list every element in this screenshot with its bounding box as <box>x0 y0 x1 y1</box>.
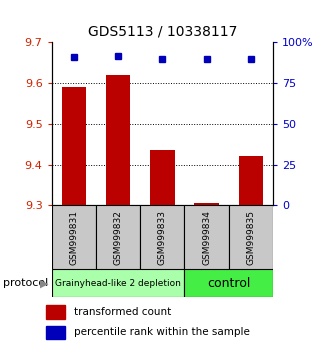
Bar <box>239 156 263 205</box>
Bar <box>150 150 174 205</box>
Text: GSM999833: GSM999833 <box>158 210 167 265</box>
Text: percentile rank within the sample: percentile rank within the sample <box>74 327 250 337</box>
Text: GSM999831: GSM999831 <box>69 210 78 265</box>
Bar <box>96 205 140 269</box>
Text: Grainyhead-like 2 depletion: Grainyhead-like 2 depletion <box>55 279 181 288</box>
Bar <box>106 75 130 205</box>
Text: transformed count: transformed count <box>74 307 171 317</box>
Bar <box>194 203 219 205</box>
Text: protocol: protocol <box>3 278 49 288</box>
Bar <box>184 205 229 269</box>
Text: GSM999835: GSM999835 <box>246 210 255 265</box>
Bar <box>140 205 184 269</box>
Text: ▶: ▶ <box>40 278 48 288</box>
Text: GSM999832: GSM999832 <box>114 210 123 265</box>
Bar <box>52 269 184 297</box>
Text: GSM999834: GSM999834 <box>202 210 211 265</box>
Bar <box>229 205 273 269</box>
Bar <box>184 269 273 297</box>
Bar <box>46 326 65 339</box>
Bar <box>52 205 96 269</box>
Bar <box>46 305 65 319</box>
Title: GDS5113 / 10338117: GDS5113 / 10338117 <box>88 24 237 39</box>
Text: control: control <box>207 277 250 290</box>
Bar <box>62 87 86 205</box>
